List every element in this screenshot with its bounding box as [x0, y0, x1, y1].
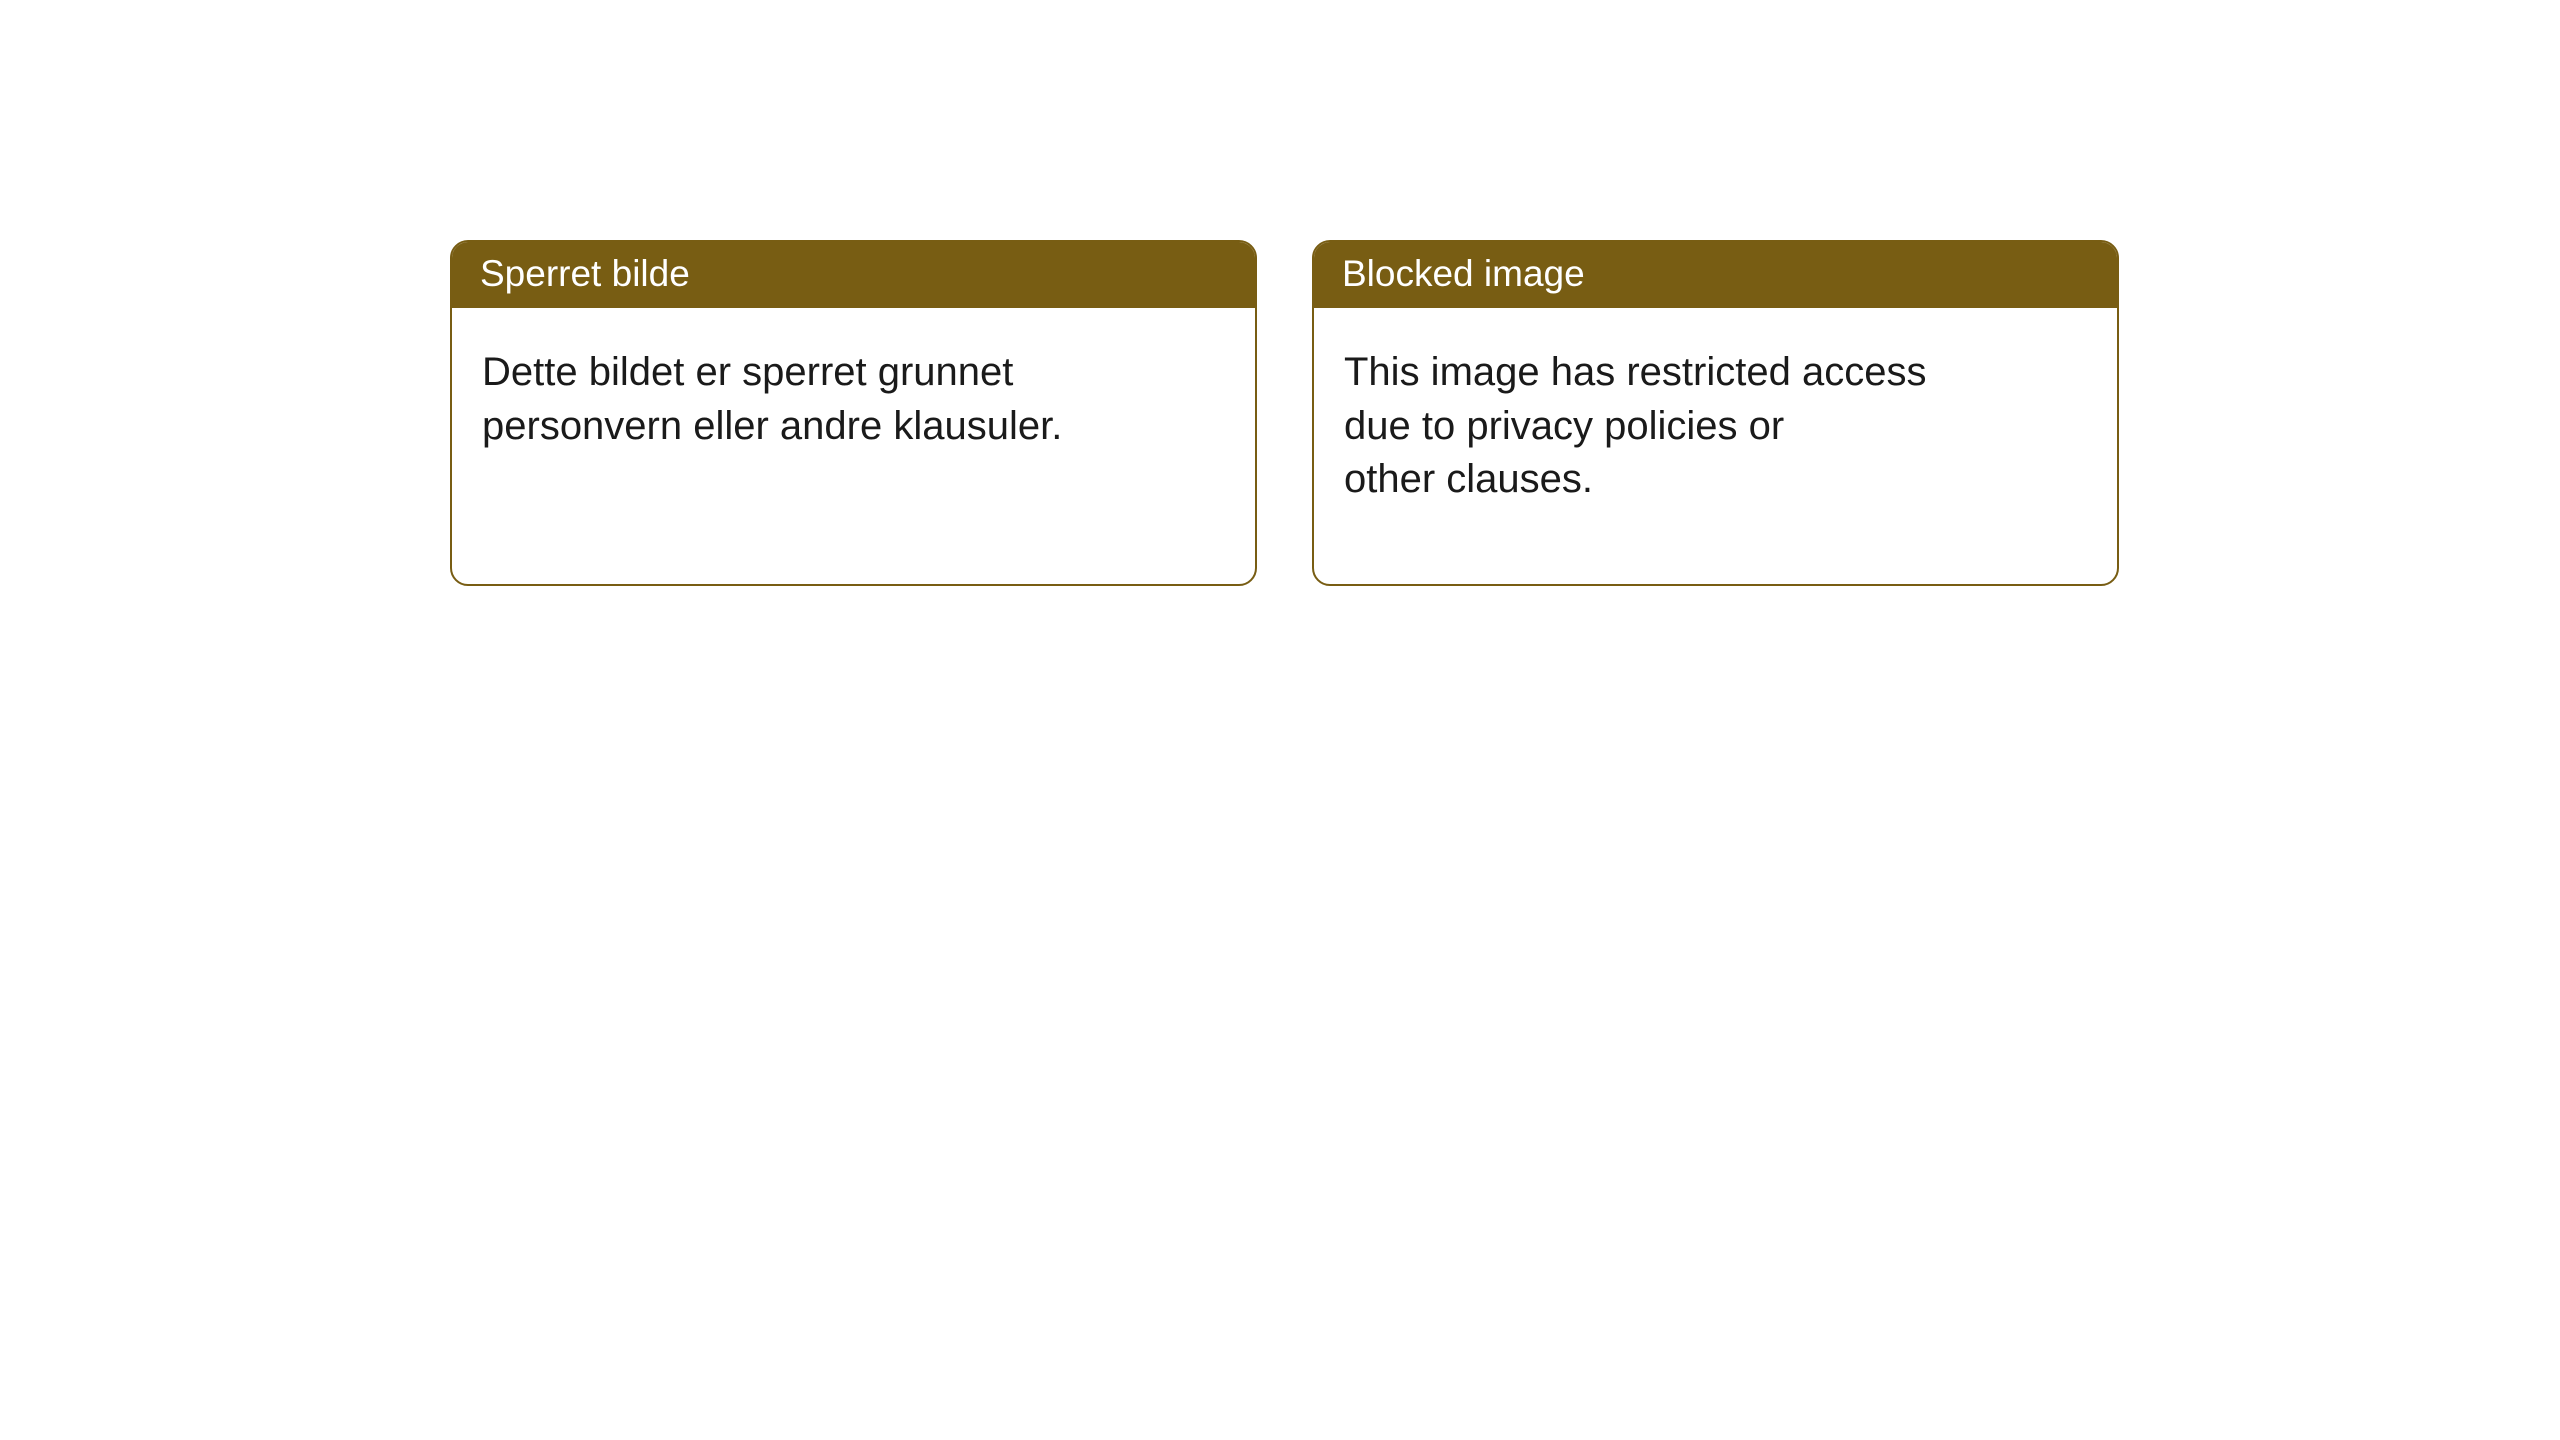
- notice-header-norwegian: Sperret bilde: [452, 242, 1255, 308]
- notice-card-english: Blocked image This image has restricted …: [1312, 240, 2119, 586]
- notice-header-english: Blocked image: [1314, 242, 2117, 308]
- notice-title: Blocked image: [1342, 253, 1585, 294]
- notice-body-norwegian: Dette bildet er sperret grunnet personve…: [452, 308, 1152, 530]
- notice-title: Sperret bilde: [480, 253, 690, 294]
- notice-body-english: This image has restricted access due to …: [1314, 308, 2014, 584]
- notice-text: This image has restricted access due to …: [1344, 350, 1926, 500]
- notice-card-norwegian: Sperret bilde Dette bildet er sperret gr…: [450, 240, 1257, 586]
- notice-container: Sperret bilde Dette bildet er sperret gr…: [0, 0, 2560, 586]
- notice-text: Dette bildet er sperret grunnet personve…: [482, 350, 1062, 447]
